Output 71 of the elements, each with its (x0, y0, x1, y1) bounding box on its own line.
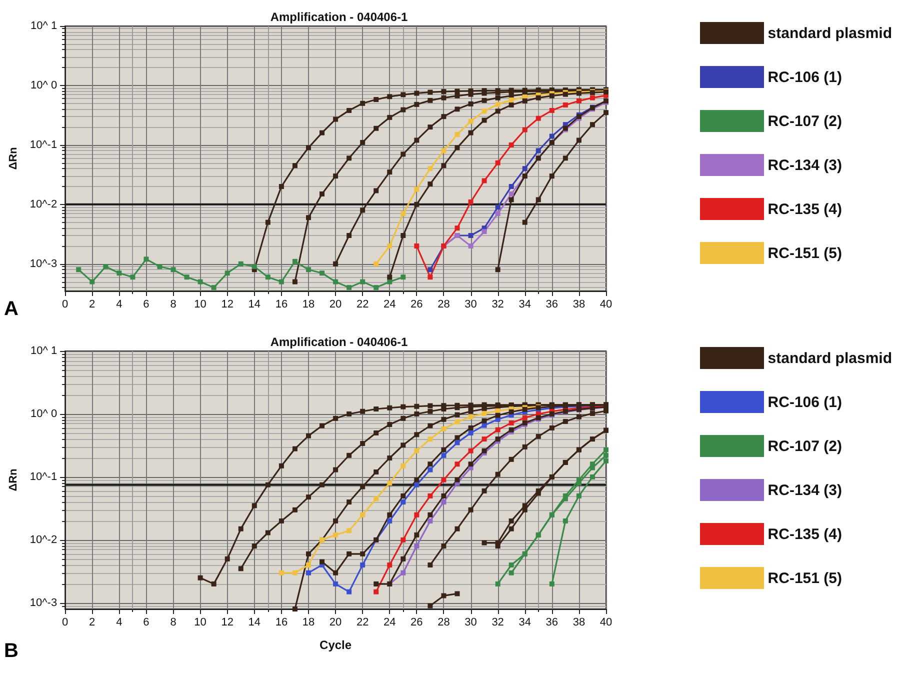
legend-label: standard plasmid (768, 24, 892, 42)
y-tick-label: 10^ 0 (30, 79, 58, 92)
x-tick-label: 38 (572, 616, 586, 628)
x-tick-label: 6 (143, 616, 150, 628)
x-tick-label: 0 (62, 298, 68, 310)
x-tick-label: 30 (464, 616, 477, 628)
x-tick-label: 38 (572, 298, 586, 310)
x-tick-label: 4 (116, 298, 122, 310)
y-tick-label: 10^ 0 (30, 408, 58, 420)
legend-label: RC-106 (1) (768, 68, 842, 86)
y-tick-label: 10^-1 (30, 470, 58, 483)
x-tick-label: 16 (275, 616, 288, 628)
x-tick-label: 40 (600, 616, 612, 628)
x-tick-label: 22 (356, 298, 369, 310)
y-tick-label: 10^-3 (30, 258, 58, 270)
x-axis-title: Cycle (320, 638, 352, 652)
y-axis-title: ΔRn (8, 146, 20, 170)
x-tick-label: 34 (518, 298, 531, 310)
x-tick-label: 2 (89, 616, 96, 628)
x-tick-label: 28 (438, 298, 450, 310)
x-tick-label: 14 (248, 298, 261, 310)
legend-label: RC-135 (4) (768, 526, 842, 542)
legend-label: RC-151 (5) (768, 244, 842, 262)
x-tick-label: 40 (600, 298, 612, 310)
x-tick-label: 4 (116, 616, 122, 628)
x-tick-label: 12 (221, 298, 234, 310)
chart-title: Amplification - 040406-1 (270, 10, 408, 24)
legend-label: RC-151 (5) (768, 570, 842, 586)
legend-label: RC-107 (2) (768, 112, 842, 130)
x-tick-label: 10 (194, 298, 206, 310)
x-tick-label: 0 (62, 616, 68, 628)
x-tick-label: 20 (329, 616, 342, 628)
y-tick-label: 10^ 1 (30, 20, 58, 32)
text: B (4, 640, 18, 662)
y-tick-label: 10^-1 (30, 138, 58, 151)
legend-label: RC-135 (4) (768, 200, 842, 218)
legend-label: RC-134 (3) (768, 156, 842, 174)
y-axis-title: ΔRn (8, 468, 20, 492)
x-tick-label: 22 (356, 616, 369, 628)
x-tick-label: 36 (546, 616, 558, 628)
x-tick-label: 6 (143, 298, 150, 310)
x-tick-label: 18 (302, 616, 315, 628)
legend-label: standard plasmid (768, 350, 892, 366)
legend-label: RC-107 (2) (768, 438, 842, 454)
x-tick-label: 16 (275, 298, 288, 310)
x-tick-label: 20 (329, 298, 342, 310)
x-tick-label: 12 (221, 616, 234, 628)
y-tick-label: 10^-3 (30, 596, 58, 609)
x-tick-label: 26 (410, 298, 423, 310)
legend-label: RC-134 (3) (768, 482, 842, 498)
y-tick-label: 10^ 1 (30, 345, 58, 357)
chart-title: Amplification - 040406-1 (270, 335, 408, 349)
x-tick-label: 8 (170, 616, 176, 628)
x-tick-label: 8 (170, 298, 176, 310)
x-tick-label: 10 (194, 616, 206, 628)
x-tick-label: 2 (89, 298, 96, 310)
y-tick-label: 10^-2 (30, 198, 58, 210)
x-tick-label: 24 (384, 616, 396, 628)
x-tick-label: 36 (546, 298, 558, 310)
text: A (4, 298, 18, 320)
x-tick-label: 26 (410, 616, 423, 628)
x-tick-label: 24 (384, 298, 396, 310)
legend-label: RC-106 (1) (768, 394, 842, 410)
x-tick-label: 18 (302, 298, 315, 310)
x-tick-label: 34 (518, 616, 531, 628)
x-tick-label: 32 (492, 616, 504, 628)
y-tick-label: 10^-2 (30, 534, 58, 546)
x-tick-label: 14 (248, 616, 261, 628)
x-tick-label: 30 (464, 298, 477, 310)
x-tick-label: 32 (492, 298, 504, 310)
x-tick-label: 28 (438, 616, 450, 628)
